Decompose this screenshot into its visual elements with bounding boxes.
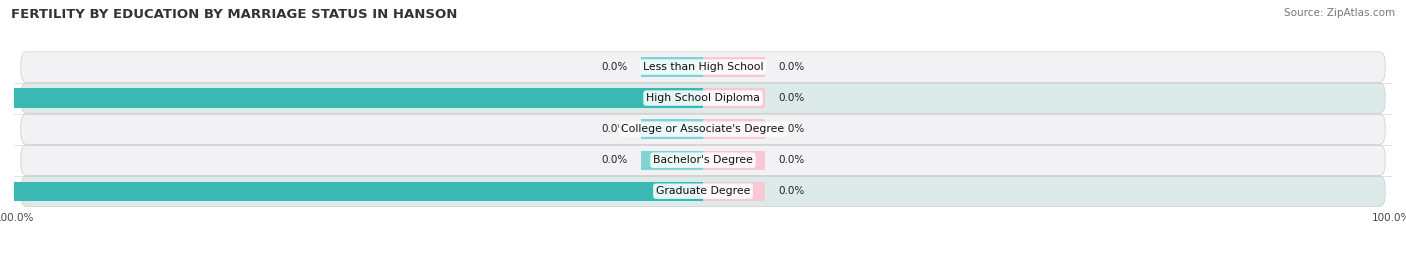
- Text: 0.0%: 0.0%: [779, 62, 806, 72]
- Text: College or Associate's Degree: College or Associate's Degree: [621, 124, 785, 134]
- Bar: [703, 182, 765, 201]
- Bar: [641, 151, 703, 170]
- Bar: [0, 182, 703, 201]
- Bar: [641, 57, 703, 77]
- FancyBboxPatch shape: [21, 52, 1385, 82]
- Text: Bachelor's Degree: Bachelor's Degree: [652, 155, 754, 165]
- FancyBboxPatch shape: [21, 176, 1385, 206]
- Text: Less than High School: Less than High School: [643, 62, 763, 72]
- Text: High School Diploma: High School Diploma: [647, 93, 759, 103]
- Bar: [703, 119, 765, 139]
- Bar: [0, 89, 703, 108]
- Text: 0.0%: 0.0%: [600, 155, 627, 165]
- Text: Source: ZipAtlas.com: Source: ZipAtlas.com: [1284, 8, 1395, 18]
- Bar: [703, 89, 765, 108]
- Text: Graduate Degree: Graduate Degree: [655, 186, 751, 196]
- Text: 0.0%: 0.0%: [779, 186, 806, 196]
- Text: FERTILITY BY EDUCATION BY MARRIAGE STATUS IN HANSON: FERTILITY BY EDUCATION BY MARRIAGE STATU…: [11, 8, 457, 21]
- Bar: [641, 119, 703, 139]
- Text: 0.0%: 0.0%: [600, 62, 627, 72]
- Bar: [703, 57, 765, 77]
- Text: 0.0%: 0.0%: [779, 155, 806, 165]
- FancyBboxPatch shape: [21, 114, 1385, 144]
- Text: 0.0%: 0.0%: [779, 124, 806, 134]
- FancyBboxPatch shape: [21, 83, 1385, 113]
- Text: 0.0%: 0.0%: [600, 124, 627, 134]
- Bar: [703, 151, 765, 170]
- FancyBboxPatch shape: [21, 145, 1385, 175]
- Text: 0.0%: 0.0%: [779, 93, 806, 103]
